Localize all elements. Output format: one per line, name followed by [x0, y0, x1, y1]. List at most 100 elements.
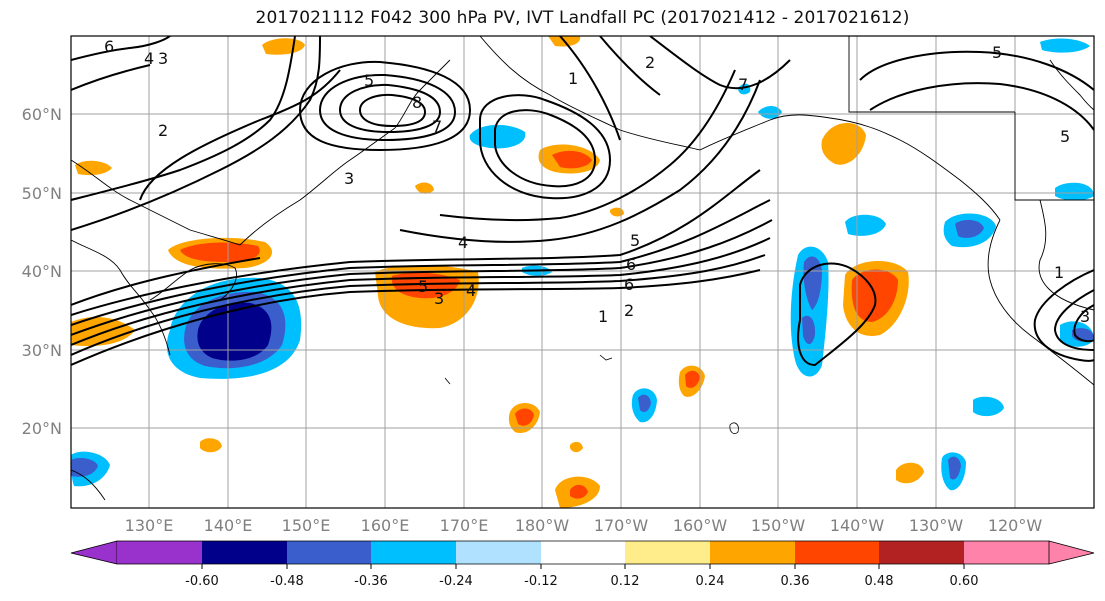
contour-label: 5: [364, 71, 374, 90]
contour-label: 8: [412, 93, 422, 112]
lat-label: 20°N: [22, 419, 62, 438]
lon-label: 160°E: [361, 516, 410, 535]
lat-label: 50°N: [22, 184, 62, 203]
negative-anomaly-region: [71, 458, 98, 477]
contour-label: 2: [624, 301, 634, 320]
lon-label: 120°W: [988, 516, 1043, 535]
contour-label: 4: [458, 233, 468, 252]
gridlines: [71, 36, 1094, 508]
pv-contours: [71, 36, 1094, 367]
negative-anomaly-region: [197, 302, 272, 361]
lon-label: 130°W: [909, 516, 964, 535]
positive-anomaly-region: [552, 150, 592, 169]
colorbar-segment: [117, 541, 202, 564]
lon-label: 180°W: [515, 516, 570, 535]
colorbar-tick-label: 0.24: [696, 574, 725, 589]
colorbar-segment: [541, 541, 625, 564]
colorbar-segment: [202, 541, 287, 564]
lon-label: 150°W: [751, 516, 806, 535]
latitude-labels: 20°N 30°N 40°N 50°N 60°N: [22, 105, 62, 438]
contour-label: 3: [158, 49, 168, 68]
contour-label: 5: [1060, 127, 1070, 146]
contour-label: 4: [466, 281, 476, 300]
contour-label: 3: [344, 169, 354, 188]
colorbar-tick-label: 0.48: [865, 574, 894, 589]
positive-anomaly-region: [570, 441, 583, 453]
negative-anomaly-region: [638, 394, 651, 412]
positive-anomaly-region: [515, 408, 534, 426]
lat-label: 40°N: [22, 262, 62, 281]
contour-label: 2: [645, 53, 655, 72]
contour-label: 6: [104, 37, 114, 56]
colorbar-segment: [371, 541, 456, 564]
political-boundaries: [848, 36, 1094, 311]
contour-label: 6: [626, 255, 636, 274]
negative-anomaly-region: [948, 456, 961, 480]
lat-label: 30°N: [22, 341, 62, 360]
contour-label: 3: [434, 289, 444, 308]
positive-anomaly-region: [75, 160, 112, 176]
negative-anomaly-region: [803, 256, 822, 310]
positive-anomaly-region: [570, 484, 588, 499]
negative-anomaly-region: [955, 219, 984, 238]
contour-label: 1: [598, 307, 608, 326]
lon-label: 160°W: [673, 516, 728, 535]
colorbar-tick-label: 0.36: [781, 574, 810, 589]
contour-label: 6: [624, 275, 634, 294]
contour-label: 2: [158, 121, 168, 140]
colorbar-tick-label: 0.12: [611, 574, 640, 589]
contour-label: 3: [1080, 307, 1090, 326]
positive-anomaly-region: [200, 438, 222, 453]
negative-anomaly-region: [1055, 182, 1094, 201]
colorbar-segment: [879, 541, 964, 564]
colorbar: -0.60 -0.48 -0.36 -0.24 -0.12 0.12 0.24 …: [70, 540, 1095, 589]
contour-label: 5: [630, 231, 640, 250]
colorbar-segment: [456, 541, 541, 564]
positive-anomaly-region: [896, 462, 924, 484]
colorbar-tick-label: -0.36: [354, 574, 388, 589]
lon-label: 170°W: [594, 516, 649, 535]
negative-anomaly-region: [1040, 38, 1090, 53]
coastline-islands: [444, 354, 739, 434]
colorbar-extend-low: [70, 540, 118, 565]
colorbar-segment: [287, 541, 371, 564]
colorbar-tick-label: -0.60: [185, 574, 219, 589]
colorbar-segment: [795, 541, 879, 564]
contour-label: 1: [1054, 263, 1064, 282]
contour-label: 5: [992, 43, 1002, 62]
map-border: [70, 35, 1095, 509]
negative-anomaly-region: [469, 124, 526, 149]
lon-label: 150°E: [282, 516, 331, 535]
colorbar-tick-label: -0.24: [439, 574, 473, 589]
contour-labels: 6 4 3 2 5 8 7 1 2 3 4 5 6 1 2 3 4 5 6 5 …: [104, 37, 1090, 326]
contour-label: 4: [144, 49, 154, 68]
colorbar-tick-label: -0.12: [524, 574, 558, 589]
lat-label: 60°N: [22, 105, 62, 124]
negative-anomaly-region: [973, 396, 1004, 417]
positive-anomaly-region: [821, 122, 866, 165]
contour-label: 1: [568, 69, 578, 88]
contour-label: 7: [738, 75, 748, 94]
positive-anomaly-region: [180, 242, 260, 262]
negative-anomaly-region: [758, 106, 782, 119]
contour-label: 7: [432, 117, 442, 136]
colorbar-segment: [625, 541, 710, 564]
colorbar-tick-label: -0.48: [270, 574, 304, 589]
negative-anomaly-region: [802, 315, 816, 345]
longitude-labels: 130°E 140°E 150°E 160°E 170°E 180°W 170°…: [125, 516, 1043, 535]
lon-label: 140°W: [830, 516, 885, 535]
colorbar-segment: [710, 541, 795, 564]
lon-label: 140°E: [204, 516, 253, 535]
contour-label: 5: [418, 277, 428, 296]
colorbar-segment: [964, 541, 1049, 564]
map-panel: [71, 36, 1094, 508]
positive-anomaly-region: [415, 182, 434, 194]
lon-label: 130°E: [125, 516, 174, 535]
colorbar-extend-high: [1048, 540, 1095, 565]
negative-anomaly-region: [845, 214, 886, 236]
colorbar-tick-label: 0.60: [950, 574, 979, 589]
positive-anomaly-region: [685, 370, 700, 388]
map-title: 2017021112 F042 300 hPa PV, IVT Landfall…: [255, 8, 910, 28]
lon-label: 170°E: [440, 516, 489, 535]
